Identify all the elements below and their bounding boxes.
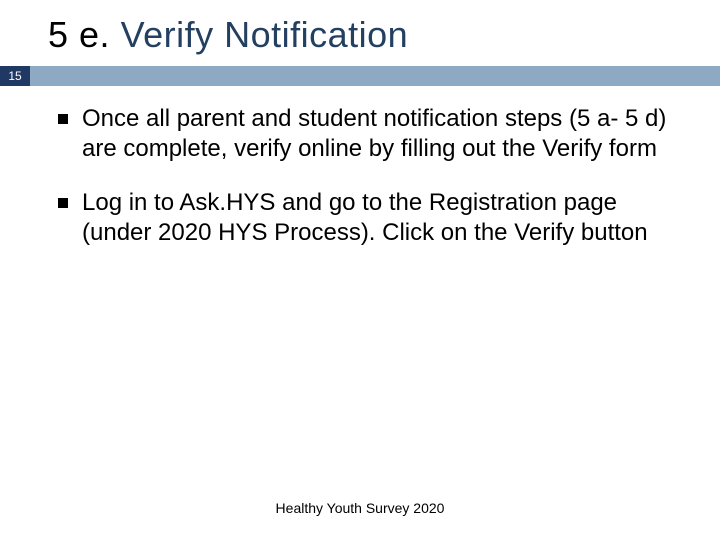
- slide-title: 5 e. Verify Notification: [0, 0, 720, 66]
- title-main: Verify Notification: [121, 14, 409, 55]
- bullet-item: Once all parent and student notification…: [58, 104, 680, 164]
- slide-number: 15: [8, 69, 21, 83]
- bullet-item: Log in to Ask.HYS and go to the Registra…: [58, 188, 680, 248]
- slide-number-bar: 15: [0, 66, 720, 86]
- title-prefix: 5 e.: [48, 14, 121, 55]
- bullet-text: Once all parent and student notification…: [82, 104, 680, 164]
- slide: 5 e. Verify Notification 15 Once all par…: [0, 0, 720, 540]
- square-bullet-icon: [58, 114, 68, 124]
- bullet-text: Log in to Ask.HYS and go to the Registra…: [82, 188, 680, 248]
- content-area: Once all parent and student notification…: [0, 86, 720, 248]
- slide-number-box: 15: [0, 66, 30, 86]
- horizontal-rule: [30, 66, 720, 86]
- slide-footer: Healthy Youth Survey 2020: [0, 500, 720, 516]
- square-bullet-icon: [58, 198, 68, 208]
